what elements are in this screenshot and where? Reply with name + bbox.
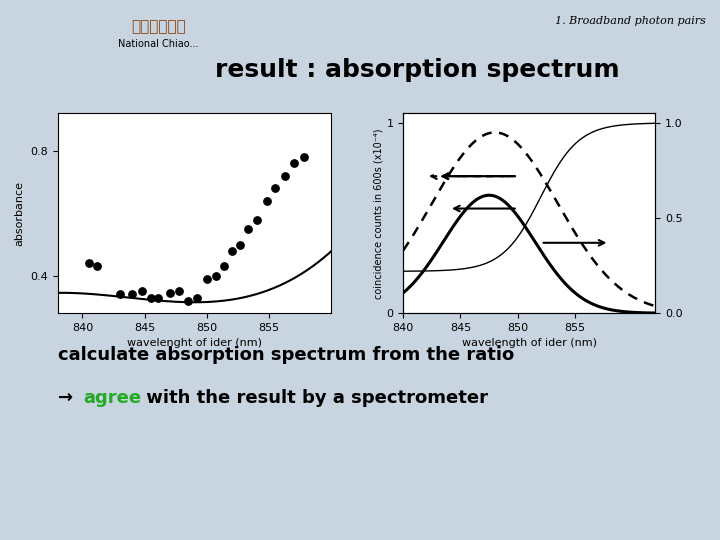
Point [226, 246, 238, 255]
Point [127, 290, 138, 299]
Point [114, 290, 125, 299]
Point [218, 262, 230, 271]
Point [242, 225, 253, 233]
Point [182, 296, 194, 305]
Text: 國立交通大學: 國立交通大學 [131, 19, 186, 35]
Text: National Chiao...: National Chiao... [118, 38, 199, 49]
Point [261, 197, 272, 205]
X-axis label: wavelength of ider (nm): wavelength of ider (nm) [462, 339, 597, 348]
Text: agree: agree [83, 389, 141, 407]
Point [288, 159, 300, 167]
X-axis label: wavelenght of ider (nm): wavelenght of ider (nm) [127, 339, 262, 348]
Point [298, 153, 310, 161]
Point [83, 259, 94, 267]
Point [91, 262, 103, 271]
Point [145, 293, 157, 302]
Point [201, 274, 212, 283]
Text: →: → [58, 389, 79, 407]
Point [210, 272, 221, 280]
Point [269, 184, 281, 193]
Point [251, 215, 262, 224]
Y-axis label: coincidence counts in 600s (x10⁻⁴): coincidence counts in 600s (x10⁻⁴) [374, 128, 384, 299]
Point [191, 293, 202, 302]
Text: calculate absorption spectrum from the ratio: calculate absorption spectrum from the r… [58, 346, 514, 363]
Text: 1. Broadband photon pairs: 1. Broadband photon pairs [554, 16, 706, 26]
Point [136, 287, 148, 296]
Y-axis label: absorbance: absorbance [14, 181, 24, 246]
Point [174, 287, 185, 296]
Point [153, 293, 164, 302]
Point [163, 288, 175, 297]
Text: result : absorption spectrum: result : absorption spectrum [215, 58, 620, 82]
Text: with the result by a spectrometer: with the result by a spectrometer [140, 389, 488, 407]
Point [235, 240, 246, 249]
Point [279, 172, 291, 180]
